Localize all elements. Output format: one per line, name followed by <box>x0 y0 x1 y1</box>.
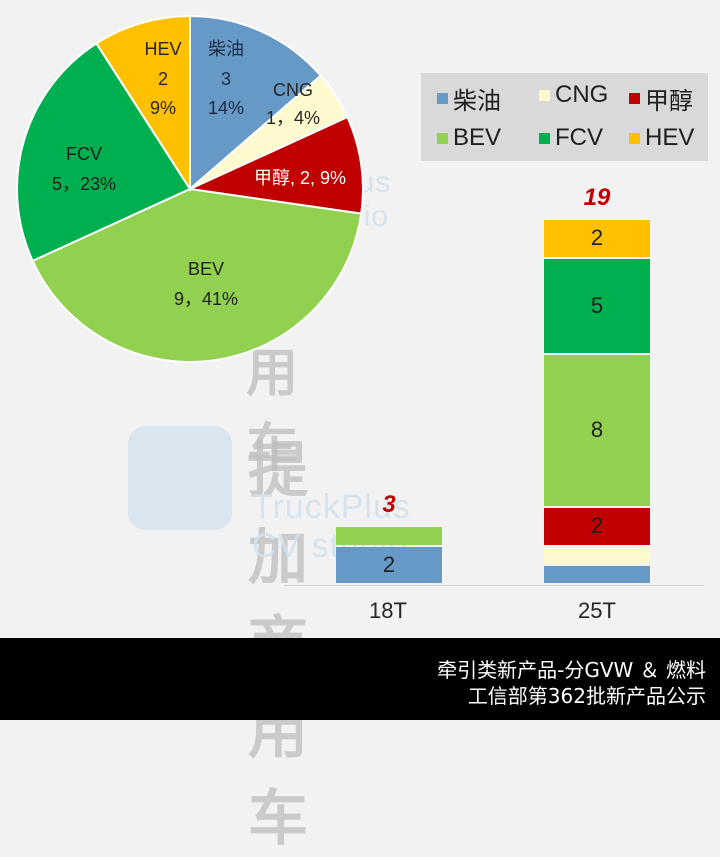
bar-segment-value: 5 <box>590 292 604 318</box>
chart-canvas: 提加商用车 TruckPlus CV studio 提加商用车 TruckPlu… <box>16 14 708 854</box>
bar-segment-cng <box>544 546 650 564</box>
legend-swatch <box>437 132 448 144</box>
legend-swatch <box>629 132 640 144</box>
bar-segment-bev: 8 <box>544 354 650 507</box>
bar-segment-hev: 2 <box>544 220 650 257</box>
pie-label-bev-name: BEV <box>188 259 224 279</box>
pie-label-fcv-name: FCV <box>66 144 102 164</box>
pie-label-diesel-name: 柴油 <box>208 39 244 59</box>
legend-label: BEV <box>453 124 502 151</box>
legend-label: 柴油 <box>453 88 501 115</box>
x-axis-label-25t: 25T <box>578 598 616 623</box>
pie-label-fcv-value: 5，23% <box>52 174 116 194</box>
bar-segment-diesel: 2 <box>336 546 442 583</box>
pie-label-cng-value: 1，4% <box>266 108 320 128</box>
watermark-logo-icon <box>128 426 232 530</box>
bar-segment-bev <box>336 527 442 545</box>
legend-item-methanol: 甲醇 <box>629 81 693 116</box>
legend-item-diesel: 柴油 <box>437 81 501 116</box>
bar-segment-value: 2 <box>590 225 604 251</box>
bar-total-25t: 19 <box>583 184 611 212</box>
bar-segment-methanol: 2 <box>544 508 650 545</box>
legend-swatch <box>539 132 550 144</box>
bar-segment-diesel <box>544 565 650 583</box>
pie-label-hev-name: HEV <box>144 39 181 59</box>
x-axis-line <box>284 585 704 586</box>
pie-slice-bev <box>31 187 363 363</box>
pie-label-bev-value: 9，41% <box>174 289 238 309</box>
legend-swatch <box>629 93 640 104</box>
pie-label-hev-value: 2 <box>158 69 168 89</box>
footer-title: 牵引类新产品-分GVW ＆ 燃料 <box>437 658 706 682</box>
bar-segment-value: 2 <box>590 513 604 539</box>
pie-chart: 柴油 3 14% CNG 1，4% 甲醇, 2, 9% BEV 9，41% FC… <box>16 14 364 363</box>
bar-segment-value: 8 <box>590 417 604 443</box>
pie-labels: 柴油 3 14% CNG 1，4% 甲醇, 2, 9% BEV 9，41% FC… <box>52 39 346 309</box>
legend-swatch <box>539 89 550 101</box>
legend-label: HEV <box>645 124 695 151</box>
pie-slices <box>16 14 364 363</box>
pie-slice-hev <box>95 14 191 193</box>
pie-label-diesel-pct: 14% <box>208 98 244 118</box>
pie-slice-methanol <box>186 115 364 215</box>
legend-item-bev: BEV <box>437 124 501 152</box>
legend-swatch <box>437 93 448 104</box>
pie-slice-diesel <box>189 14 323 192</box>
pie-label-cng-name: CNG <box>273 80 313 100</box>
pie-slice-fcv <box>16 42 192 263</box>
chart-legend: 柴油 CNG 甲醇 BEV FCV HEV <box>421 73 708 161</box>
legend-label: 甲醇 <box>645 88 693 115</box>
x-axis-label-18t: 18T <box>369 598 407 623</box>
legend-item-cng: CNG <box>539 81 608 109</box>
pie-label-hev-pct: 9% <box>150 98 176 118</box>
bar-segment-fcv: 5 <box>544 258 650 353</box>
bar-total-18t: 3 <box>382 491 396 519</box>
footer-subtitle: 工信部第362批新产品公示 <box>467 684 706 708</box>
legend-label: CNG <box>555 81 609 108</box>
bar-segment-value: 2 <box>382 551 396 577</box>
pie-label-methanol: 甲醇, 2, 9% <box>254 168 346 188</box>
pie-label-diesel-value: 3 <box>221 69 231 89</box>
legend-item-fcv: FCV <box>539 124 603 152</box>
footer-caption: 牵引类新产品-分GVW ＆ 燃料 工信部第362批新产品公示 <box>0 638 720 720</box>
legend-item-hev: HEV <box>629 124 694 152</box>
legend-label: FCV <box>555 124 603 151</box>
